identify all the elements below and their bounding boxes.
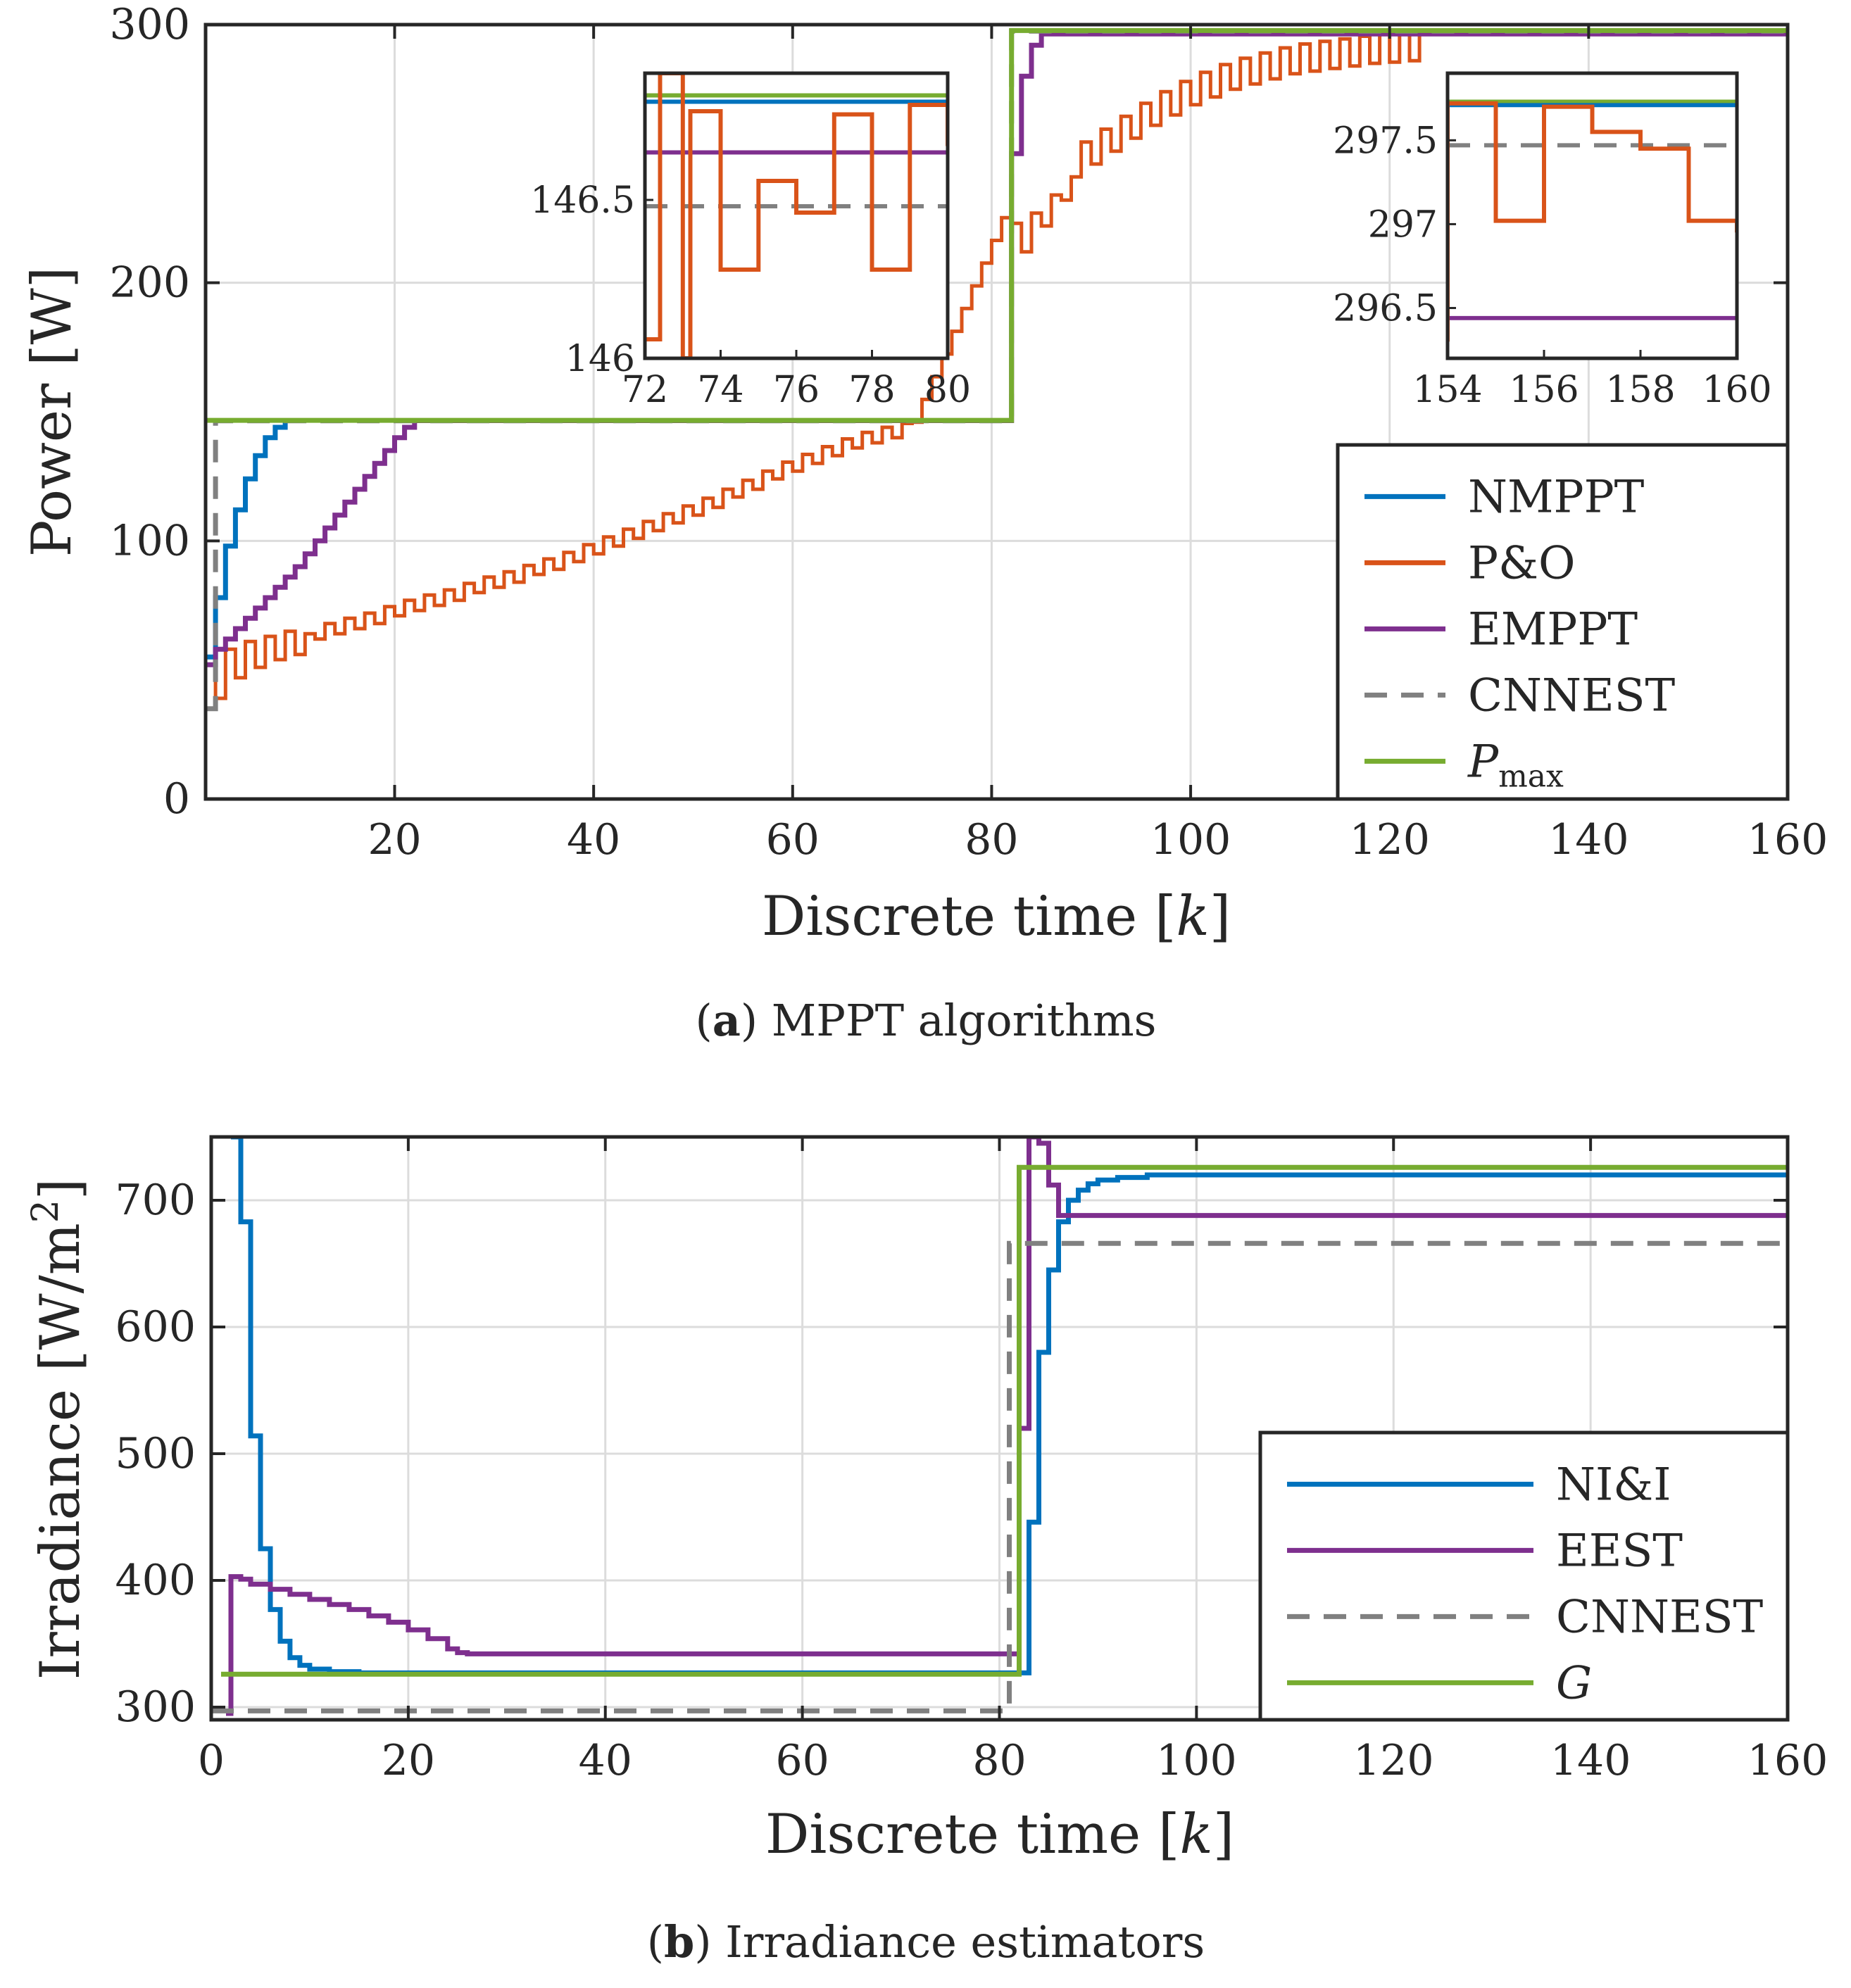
x-axis-label-variable: k bbox=[1179, 1803, 1212, 1866]
inset-zoom-154-160: 154 156 158 160 296.5 297 297.5 bbox=[1333, 71, 1772, 411]
x-axis-label-bracket-open: [ bbox=[1155, 885, 1176, 948]
inset1-ytick-146: 146 bbox=[565, 338, 635, 380]
caption-b-text: Irradiance estimators bbox=[725, 1916, 1205, 1968]
b-ytick-500: 500 bbox=[115, 1429, 196, 1478]
b-xtick-140: 140 bbox=[1550, 1736, 1631, 1785]
a-xtick-120: 120 bbox=[1349, 815, 1430, 864]
inset2-ytick-297.5: 297.5 bbox=[1333, 120, 1438, 162]
inset1-xtick-76: 76 bbox=[773, 369, 820, 411]
inset1-xtick-72: 72 bbox=[622, 369, 668, 411]
inset2-ytick-296.5: 296.5 bbox=[1333, 288, 1438, 330]
x-axis-label-bracket-close: ] bbox=[1210, 885, 1231, 948]
legend: NMPPT P&O EMPPT CNNEST Pmax bbox=[1336, 443, 1790, 801]
x-axis-label: Discrete time [k] bbox=[765, 1803, 1234, 1866]
caption-a-text: MPPT algorithms bbox=[772, 995, 1157, 1046]
b-ytick-600: 600 bbox=[115, 1302, 196, 1352]
inset-series bbox=[645, 73, 948, 358]
legend-box bbox=[1336, 443, 1790, 801]
series-eest bbox=[226, 1137, 1788, 1716]
inset-background bbox=[645, 73, 948, 358]
caption-a-letter: a bbox=[713, 995, 741, 1046]
b-ytick-400: 400 bbox=[115, 1556, 196, 1605]
inset-ticks: 154 156 158 160 296.5 297 297.5 bbox=[1333, 120, 1772, 411]
b-xtick-0: 0 bbox=[198, 1736, 225, 1785]
series-g bbox=[221, 1164, 1788, 1677]
x-axis-label-text: Discrete time bbox=[762, 885, 1155, 948]
a-ytick-200: 200 bbox=[109, 258, 190, 308]
b-xtick-40: 40 bbox=[579, 1736, 632, 1785]
series-lines bbox=[211, 1137, 1788, 1716]
b-xtick-20: 20 bbox=[382, 1736, 435, 1785]
chart-mppt-algorithms: 20 40 60 80 100 120 140 160 0 100 200 300 72 74 76 78 8… bbox=[20, 0, 1828, 1046]
a-xtick-100: 100 bbox=[1150, 815, 1231, 864]
series-lines bbox=[206, 27, 1788, 712]
inset-zoom-72-80: 72 74 76 78 80 146 146.5 bbox=[530, 71, 971, 411]
a-xtick-160: 160 bbox=[1748, 815, 1828, 864]
inset-frame bbox=[1445, 71, 1739, 360]
y-axis-label-text: Irradiance [W/m bbox=[29, 1223, 92, 1680]
a-xtick-60: 60 bbox=[766, 815, 820, 864]
b-xtick-80: 80 bbox=[972, 1736, 1026, 1785]
b-xtick-100: 100 bbox=[1156, 1736, 1237, 1785]
a-xtick-40: 40 bbox=[567, 815, 620, 864]
b-xtick-120: 120 bbox=[1353, 1736, 1434, 1785]
b-xtick-60: 60 bbox=[775, 1736, 829, 1785]
b-xtick-160: 160 bbox=[1748, 1736, 1828, 1785]
series-cnnest bbox=[211, 1240, 1788, 1713]
inset2-xtick-158: 158 bbox=[1605, 369, 1675, 411]
y-axis-label: Power [W] bbox=[20, 267, 84, 557]
caption-a: (a) MPPT algorithms bbox=[695, 995, 1156, 1046]
legend-label-p-max: Pmax bbox=[1467, 736, 1564, 794]
legend: NI&I EEST CNNEST G bbox=[1258, 1430, 1790, 1722]
series-nmppt bbox=[206, 420, 288, 660]
a-xtick-20: 20 bbox=[368, 815, 421, 864]
legend-label-eest: EEST bbox=[1556, 1525, 1683, 1577]
series-pando bbox=[645, 73, 948, 358]
x-axis-label-bracket-close: ] bbox=[1213, 1803, 1234, 1866]
series-p-max bbox=[206, 27, 1788, 423]
caption-b-letter: b bbox=[664, 1916, 694, 1968]
inset1-ytick-146.5: 146.5 bbox=[530, 180, 635, 222]
legend-label-emppt: EMPPT bbox=[1468, 603, 1638, 655]
a-xtick-140: 140 bbox=[1548, 815, 1629, 864]
series-pando bbox=[1448, 101, 1737, 342]
x-axis-label-bracket-open: [ bbox=[1158, 1803, 1179, 1866]
legend-label-g: G bbox=[1556, 1657, 1592, 1709]
inset-series bbox=[1448, 99, 1737, 342]
inset2-xtick-156: 156 bbox=[1509, 369, 1579, 411]
inset2-ytick-297: 297 bbox=[1368, 203, 1438, 246]
legend-label-cnnest: CNNEST bbox=[1556, 1591, 1764, 1643]
legend-label-nmppt: NMPPT bbox=[1468, 471, 1645, 523]
caption-b: (b) Irradiance estimators bbox=[647, 1916, 1205, 1968]
y-axis-label: Irradiance [W/m2] bbox=[25, 1178, 92, 1680]
x-axis-label: Discrete time [k] bbox=[762, 885, 1231, 948]
tick-labels: 0 20 40 60 80 100 120 140 160 300 400 500 600 700 bbox=[115, 1137, 1828, 1785]
inset1-xtick-78: 78 bbox=[848, 369, 895, 411]
legend-label-niandi: NI&I bbox=[1556, 1459, 1671, 1511]
inset1-xtick-74: 74 bbox=[697, 369, 743, 411]
inset2-xtick-160: 160 bbox=[1702, 369, 1771, 411]
legend-label-cnnest: CNNEST bbox=[1468, 669, 1676, 722]
a-ytick-0: 0 bbox=[163, 774, 190, 824]
a-xtick-80: 80 bbox=[965, 815, 1018, 864]
y-axis-label-exponent: 2 bbox=[25, 1200, 67, 1223]
b-ytick-300: 300 bbox=[115, 1682, 196, 1732]
inset-ticks: 72 74 76 78 80 146 146.5 bbox=[530, 180, 971, 411]
a-ytick-300: 300 bbox=[109, 0, 190, 49]
y-axis-label-bracket-close: ] bbox=[29, 1178, 92, 1200]
x-axis-label-variable: k bbox=[1176, 885, 1209, 948]
inset2-xtick-154: 154 bbox=[1412, 369, 1482, 411]
tick-labels: 20 40 60 80 100 120 140 160 0 100 200 300 bbox=[109, 0, 1828, 864]
inset1-xtick-80: 80 bbox=[924, 369, 971, 411]
a-ytick-100: 100 bbox=[109, 516, 190, 565]
b-ytick-700: 700 bbox=[115, 1176, 196, 1225]
legend-label-pando: P&O bbox=[1468, 537, 1576, 589]
x-axis-label-text: Discrete time bbox=[765, 1803, 1158, 1866]
legend-box bbox=[1258, 1430, 1790, 1722]
chart-irradiance-estimators: 0 20 40 60 80 100 120 140 160 300 400 500 600 700 NI&… bbox=[25, 1135, 1828, 1968]
plot-frame bbox=[203, 23, 1790, 801]
inset-frame bbox=[643, 71, 950, 360]
